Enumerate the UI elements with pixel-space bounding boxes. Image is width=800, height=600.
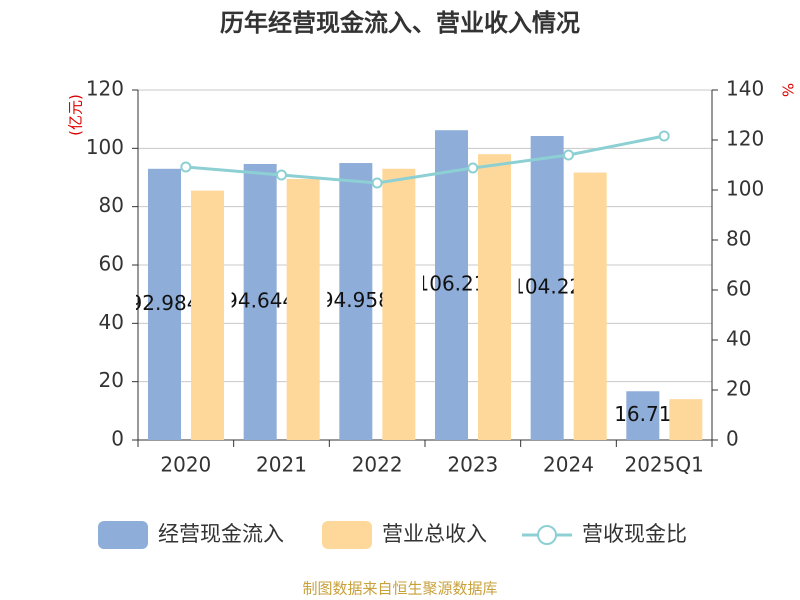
line — [185, 134, 665, 185]
y-tick-label: 0 — [111, 427, 124, 451]
data-label: 16.71 — [614, 402, 671, 426]
y2-axis-label: % — [779, 83, 797, 97]
y2-tick-label: 60 — [726, 277, 751, 301]
line-point — [658, 130, 670, 142]
y-tick-label: 120 — [86, 77, 124, 101]
legend-swatch — [322, 521, 372, 549]
line-point — [371, 177, 383, 189]
data-label: 94.958 — [321, 288, 391, 312]
y2-tick-label: 100 — [726, 177, 764, 201]
y-tick-label: 60 — [99, 252, 124, 276]
bar — [435, 130, 468, 441]
bar — [382, 168, 416, 440]
line-point — [467, 162, 479, 174]
bar — [626, 391, 660, 440]
legend-swatch — [98, 521, 148, 549]
y-axis-label: (亿元) — [67, 94, 85, 136]
y-tick-label: 100 — [86, 135, 124, 159]
bar — [339, 163, 373, 440]
y2-tick-label: 0 — [726, 427, 739, 451]
bar — [243, 163, 277, 440]
bar — [478, 154, 511, 440]
bar — [191, 190, 224, 440]
y-tick-label: 40 — [99, 310, 124, 334]
x-tick-label: 2022 — [352, 453, 403, 477]
x-tick-label: 2020 — [160, 453, 211, 477]
y2-tick-label: 140 — [726, 77, 764, 101]
legend-point — [537, 525, 557, 545]
x-tick-label: 2025Q1 — [624, 453, 703, 477]
legend-label: 营业总收入 — [382, 522, 487, 546]
bar — [530, 136, 564, 440]
data-label: 104.22 — [512, 275, 582, 299]
y2-tick-label: 120 — [726, 127, 764, 151]
chart-title: 历年经营现金流入、营业收入情况 — [220, 9, 580, 37]
y-tick-label: 20 — [99, 368, 124, 392]
data-label: 92.984 — [130, 291, 200, 315]
line-point — [180, 161, 192, 173]
line-point — [563, 149, 574, 161]
x-tick-label: 2024 — [543, 453, 594, 477]
line-point — [276, 169, 287, 181]
bar — [286, 178, 320, 441]
bar — [669, 399, 703, 440]
bar — [148, 168, 181, 440]
y2-tick-label: 80 — [726, 227, 751, 251]
x-tick-label: 2023 — [447, 453, 498, 477]
legend-label: 经营现金流入 — [158, 522, 284, 546]
x-tick-label: 2021 — [256, 453, 307, 477]
data-label: 106.21 — [417, 272, 487, 296]
bar — [573, 172, 607, 440]
source: 制图数据来自恒生聚源数据库 — [302, 580, 497, 598]
data-label: 94.644 — [225, 288, 295, 312]
y2-tick-label: 20 — [726, 377, 751, 401]
y-tick-label: 80 — [99, 193, 124, 217]
y2-tick-label: 40 — [726, 327, 751, 351]
legend-label: 营收现金比 — [582, 522, 687, 546]
